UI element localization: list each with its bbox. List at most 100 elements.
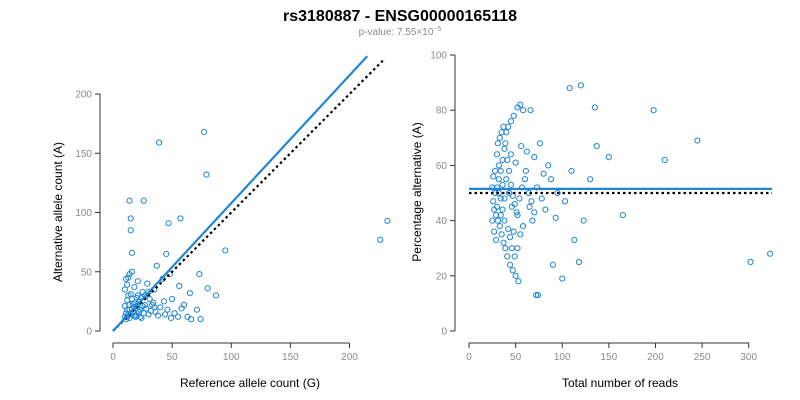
right-data-point bbox=[492, 167, 499, 175]
right-data-point bbox=[489, 217, 496, 224]
right-data-point bbox=[523, 148, 530, 155]
right-data-point bbox=[519, 223, 527, 230]
right-data-point bbox=[496, 223, 503, 230]
right-data-point bbox=[549, 261, 557, 268]
left-data-point bbox=[197, 316, 204, 323]
right-y-tick-label: 20 bbox=[436, 271, 448, 282]
right-data-point bbox=[514, 245, 521, 252]
chart-title: rs3180887 - ENSG00000165118 bbox=[283, 8, 517, 25]
left-data-point bbox=[153, 262, 160, 269]
right-data-point bbox=[505, 225, 512, 232]
left-data-point bbox=[124, 281, 131, 288]
right-data-point bbox=[499, 206, 506, 213]
left-data-point bbox=[135, 308, 143, 316]
right-data-point bbox=[514, 211, 521, 219]
right-data-point bbox=[505, 167, 513, 175]
left-data-point bbox=[384, 217, 391, 224]
right-data-point bbox=[531, 209, 538, 216]
right-data-point bbox=[493, 203, 501, 210]
right-x-tick-label: 0 bbox=[466, 352, 472, 363]
right-data-point bbox=[528, 198, 535, 205]
left-data-point bbox=[134, 278, 141, 285]
right-data-point bbox=[529, 217, 536, 224]
right-data-point bbox=[506, 234, 514, 241]
left-data-point bbox=[212, 292, 219, 299]
right-data-point bbox=[507, 118, 515, 125]
right-data-point bbox=[491, 228, 498, 235]
right-data-point bbox=[497, 167, 504, 175]
right-data-point bbox=[747, 258, 754, 266]
left-data-point bbox=[187, 316, 195, 323]
left-data-point bbox=[144, 280, 151, 287]
right-data-point bbox=[536, 140, 543, 147]
left-x-tick-label: 100 bbox=[223, 352, 240, 363]
left-data-point bbox=[178, 305, 185, 312]
left-data-point bbox=[126, 197, 133, 204]
right-data-point bbox=[504, 253, 511, 260]
left-data-point bbox=[140, 197, 147, 204]
right-data-point bbox=[513, 209, 520, 216]
left-data-point bbox=[131, 312, 138, 319]
left-data-point bbox=[157, 304, 164, 311]
right-data-point bbox=[492, 236, 500, 244]
right-y-tick-label: 80 bbox=[436, 106, 448, 117]
right-data-point bbox=[490, 173, 497, 180]
left-data-point bbox=[163, 250, 170, 258]
right-data-point bbox=[493, 151, 501, 158]
right-x-tick-label: 150 bbox=[601, 352, 618, 363]
right-data-point bbox=[499, 156, 506, 163]
left-y-tick-label: 150 bbox=[75, 149, 92, 160]
left-x-tick-label: 0 bbox=[110, 352, 116, 363]
left-data-point bbox=[177, 215, 184, 222]
right-data-point bbox=[512, 272, 519, 279]
right-data-point bbox=[495, 189, 502, 197]
left-data-point bbox=[156, 139, 163, 146]
right-x-tick-label: 50 bbox=[510, 352, 522, 363]
right-x-axis-label: Total number of reads bbox=[562, 376, 678, 390]
right-data-point bbox=[495, 162, 502, 169]
right-data-point bbox=[580, 217, 587, 224]
allele-count-plot: Reference allele count (G) Alternative a… bbox=[51, 55, 391, 390]
right-data-point bbox=[506, 261, 514, 268]
right-data-point bbox=[511, 253, 518, 260]
right-data-point bbox=[497, 211, 504, 219]
right-data-point bbox=[527, 107, 534, 114]
left-data-point bbox=[126, 271, 133, 278]
left-data-point bbox=[222, 247, 229, 254]
right-y-tick-label: 0 bbox=[441, 327, 447, 338]
right-data-point bbox=[531, 154, 538, 161]
left-y-tick-label: 100 bbox=[75, 208, 92, 219]
left-data-point bbox=[169, 295, 176, 303]
left-data-point bbox=[121, 286, 128, 293]
left-y-axis-label: Alternative allele count (A) bbox=[51, 142, 65, 282]
left-data-point bbox=[122, 275, 130, 282]
right-data-point bbox=[552, 214, 559, 221]
right-data-point bbox=[542, 206, 549, 213]
left-data-point bbox=[186, 289, 193, 297]
right-data-point bbox=[566, 85, 573, 92]
left-x-tick-label: 200 bbox=[341, 352, 358, 363]
left-data-point bbox=[377, 236, 384, 243]
left-data-point bbox=[161, 311, 169, 318]
right-data-point bbox=[545, 162, 552, 169]
right-data-point bbox=[494, 140, 502, 147]
right-data-point bbox=[575, 258, 583, 266]
p-value-text: p-value: 7.55×10 bbox=[359, 27, 434, 38]
right-y-tick-label: 40 bbox=[436, 216, 448, 227]
right-data-point bbox=[767, 250, 774, 257]
right-data-point bbox=[498, 129, 505, 136]
right-data-point bbox=[504, 156, 511, 163]
right-data-point bbox=[502, 245, 509, 252]
right-data-point bbox=[533, 292, 540, 299]
right-data-point bbox=[495, 176, 502, 183]
right-data-point bbox=[593, 142, 600, 150]
p-value-exponent: −5 bbox=[433, 26, 441, 33]
right-data-point bbox=[561, 198, 569, 205]
right-data-point bbox=[500, 123, 507, 130]
left-data-point bbox=[196, 271, 203, 278]
right-data-point bbox=[489, 184, 496, 191]
left-data-point bbox=[152, 308, 159, 316]
left-data-point bbox=[127, 215, 134, 222]
right-data-point bbox=[534, 292, 542, 299]
left-data-point bbox=[167, 314, 175, 322]
